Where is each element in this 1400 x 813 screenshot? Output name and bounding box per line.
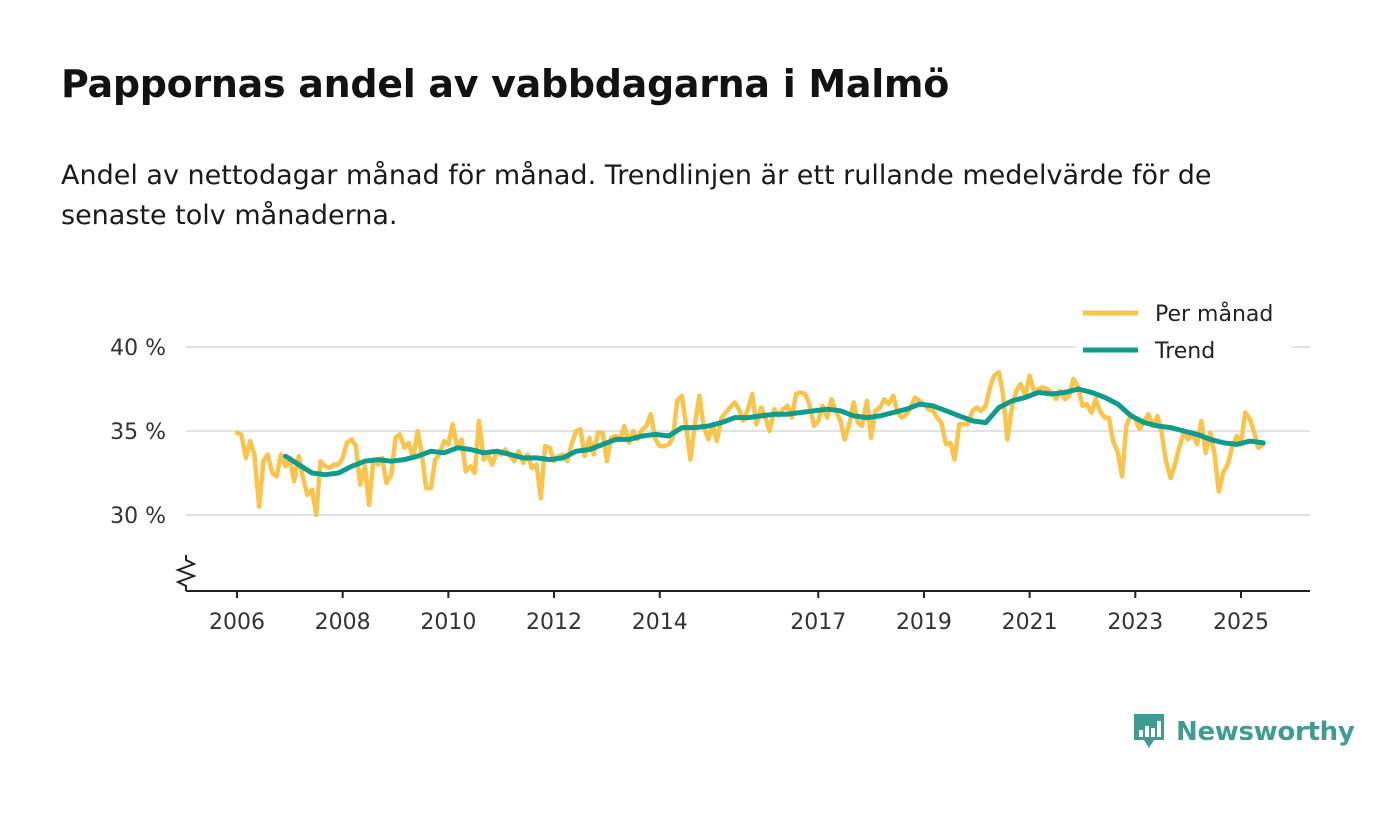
x-tick-label: 2017: [790, 610, 846, 635]
chart-title: Pappornas andel av vabbdagarna i Malmö: [61, 62, 950, 106]
axis-break-icon: [175, 555, 197, 591]
series-line-trend: [283, 386, 1266, 478]
legend: Per månad Trend: [1076, 296, 1292, 370]
x-tick-label: 2006: [209, 610, 265, 635]
legend-background: [1076, 296, 1292, 370]
x-tick-label: 2019: [896, 610, 952, 635]
y-axis-ticks: 30 % 35 % 40 %: [110, 336, 166, 529]
series-lines: [234, 369, 1266, 518]
y-tick-label: 35 %: [110, 420, 166, 445]
y-tick-label: 30 %: [110, 504, 166, 529]
chart-subtitle: Andel av nettodagar månad för månad. Tre…: [61, 160, 1212, 231]
x-tick-label: 2008: [315, 610, 371, 635]
x-tick-label: 2014: [632, 610, 688, 635]
legend-label-per-manad: Per månad: [1155, 301, 1273, 327]
brand-name: Newsworthy: [1176, 717, 1355, 747]
y-tick-label: 40 %: [110, 336, 166, 361]
x-tick-label: 2012: [526, 610, 582, 635]
x-tick-label: 2010: [420, 610, 476, 635]
x-tick-label: 2023: [1107, 610, 1163, 635]
x-axis-ticks: 2006 2008 2010 2012 2014 2017 2019 2021 2023 2025: [209, 591, 1269, 635]
x-tick-label: 2025: [1213, 610, 1269, 635]
series-line-per-manad: [234, 369, 1266, 518]
x-tick-label: 2021: [1002, 610, 1058, 635]
x-axis: [175, 555, 1310, 592]
newsworthy-logo: Newsworthy: [1132, 712, 1355, 752]
gridlines: [186, 346, 1310, 516]
legend-label-trend: Trend: [1154, 339, 1215, 364]
newsworthy-chart-icon: [1134, 714, 1164, 748]
